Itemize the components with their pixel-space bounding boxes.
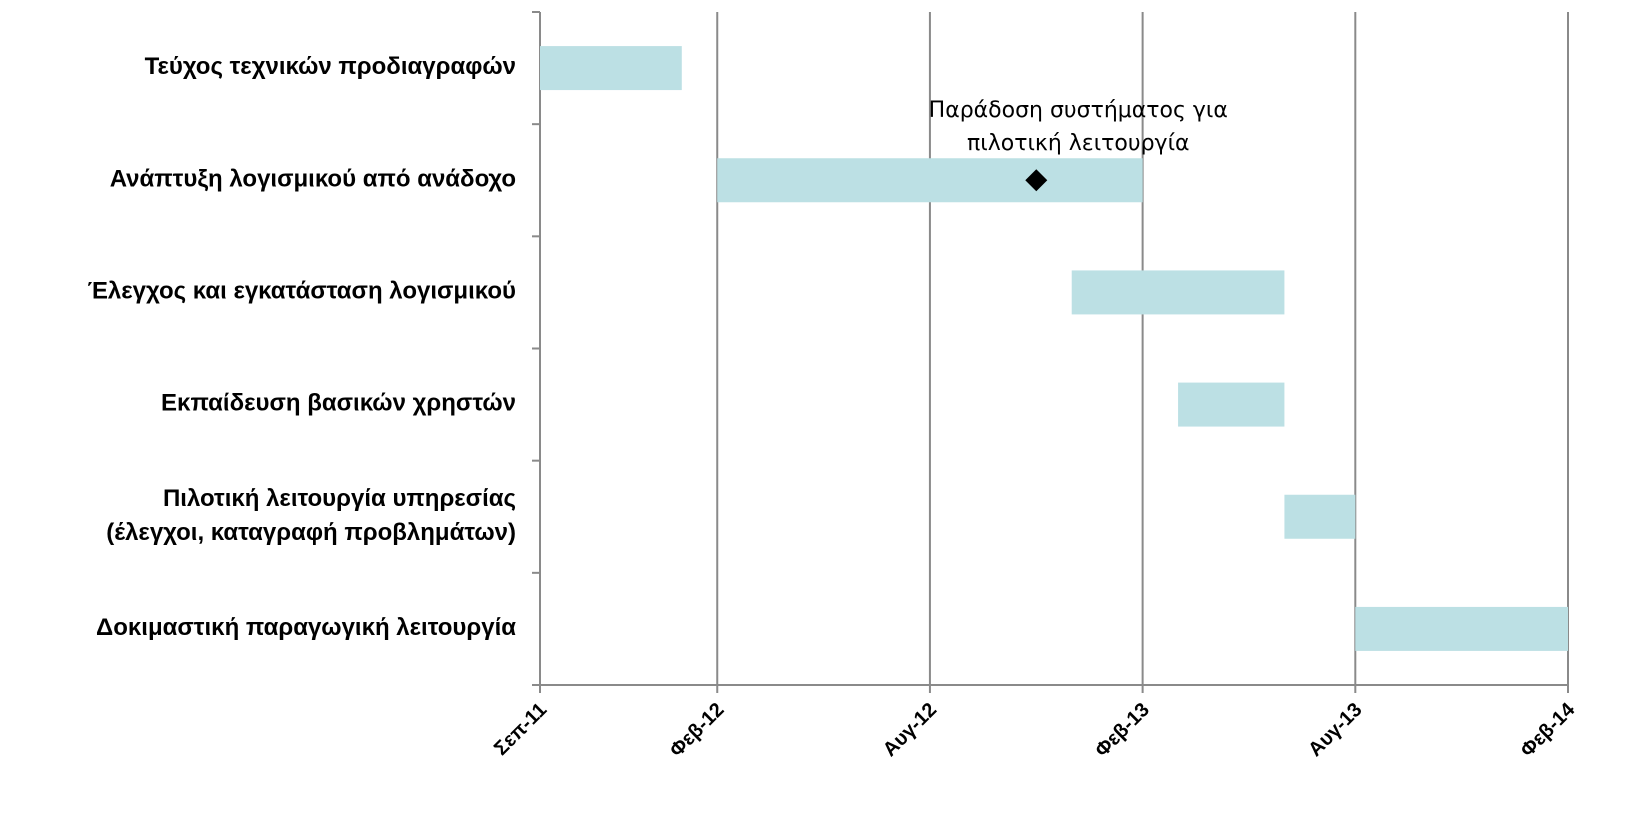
category-label-line: Δοκιμαστική παραγωγική λειτουργία [96,614,516,641]
category-label: Πιλοτική λειτουργία υπηρεσίας (έλεγχοι, κ… [106,485,516,546]
task-bar [540,46,682,91]
task-bar [1178,382,1285,427]
x-tick-label: Αυγ-13 [1304,699,1366,761]
annotation-line: πιλοτική λειτουργία [967,131,1189,156]
task-bar [1284,494,1356,539]
x-tick-label: Φεβ-12 [666,699,729,762]
category-label: Εκπαίδευση βασικών χρηστών [161,390,516,417]
category-label-line: Ανάπτυξη λογισμικού από ανάδοχο [110,166,516,193]
category-label: Έλεγχος και εγκατάσταση λογισμικού [87,278,516,305]
x-tick-label: Αυγ-12 [879,699,941,761]
x-tick-label: Σεπ-11 [490,699,551,760]
category-label-line: Πιλοτική λειτουργία υπηρεσίας [163,485,516,512]
x-tick-label: Φεβ-14 [1516,698,1580,762]
x-tick-label: Φεβ-13 [1091,699,1154,762]
category-label: Ανάπτυξη λογισμικού από ανάδοχο [110,166,516,193]
task-bar [1355,606,1568,651]
milestone [1025,169,1048,192]
task-bar [717,158,1143,203]
category-label-line: (έλεγχοι, καταγραφή προβλημάτων) [106,519,516,546]
category-label: Δοκιμαστική παραγωγική λειτουργία [96,614,516,641]
category-label-line: Έλεγχος και εγκατάσταση λογισμικού [87,278,516,305]
annotation-line: Παράδοση συστήματος για [929,98,1228,123]
annotation: Παράδοση συστήματος για πιλοτική λειτουργ… [929,98,1228,156]
category-label-line: Τεύχος τεχνικών προδιαγραφών [145,53,516,80]
category-label-line: Εκπαίδευση βασικών χρηστών [161,390,516,417]
task-bar [1071,270,1285,315]
category-label: Τεύχος τεχνικών προδιαγραφών [145,53,516,80]
